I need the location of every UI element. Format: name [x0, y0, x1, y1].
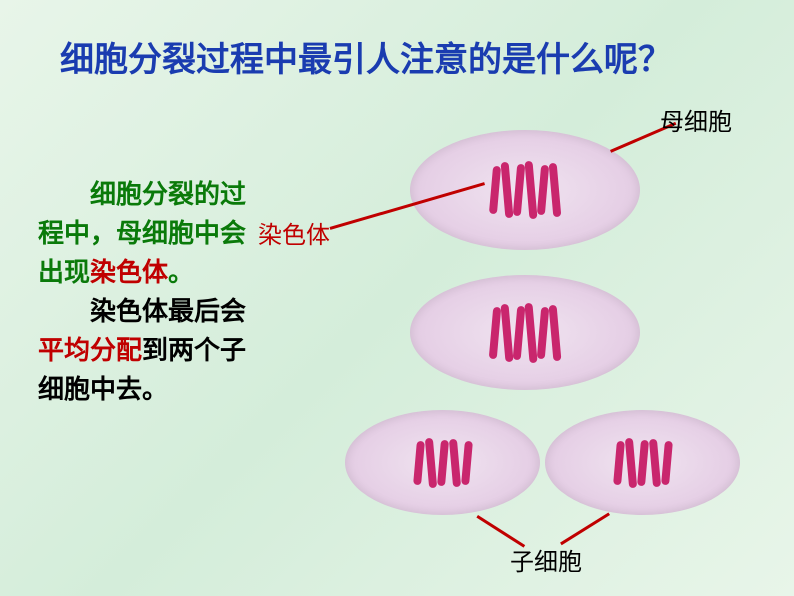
text-span: [38, 180, 90, 209]
daughter-cell-right: [545, 410, 740, 515]
cell-division-diagram: 母细胞 染色体 子细胞: [310, 110, 750, 550]
text-span: 染色体最后会: [38, 297, 246, 326]
chromosome-group: [491, 303, 559, 363]
chromosome-group: [491, 161, 559, 219]
chromosome-group: [415, 438, 471, 488]
chromosome-label: 染色体: [258, 215, 330, 250]
mother-cell: [410, 130, 640, 250]
dividing-cell: [410, 275, 640, 390]
chromosome-group: [615, 438, 671, 488]
text-highlight: 平均分配: [38, 336, 142, 365]
text-span: 。: [168, 258, 194, 287]
body-paragraph: 细胞分裂的过程中，母细胞中会出现染色体。 染色体最后会平均分配到两个子细胞中去。: [38, 175, 258, 409]
text-highlight: 染色体: [90, 258, 168, 287]
page-title: 细胞分裂过程中最引人注意的是什么呢？: [60, 32, 754, 81]
mother-cell-label: 母细胞: [660, 102, 732, 137]
daughter-cell-left: [345, 410, 540, 515]
daughter-cell-label: 子细胞: [510, 542, 582, 577]
